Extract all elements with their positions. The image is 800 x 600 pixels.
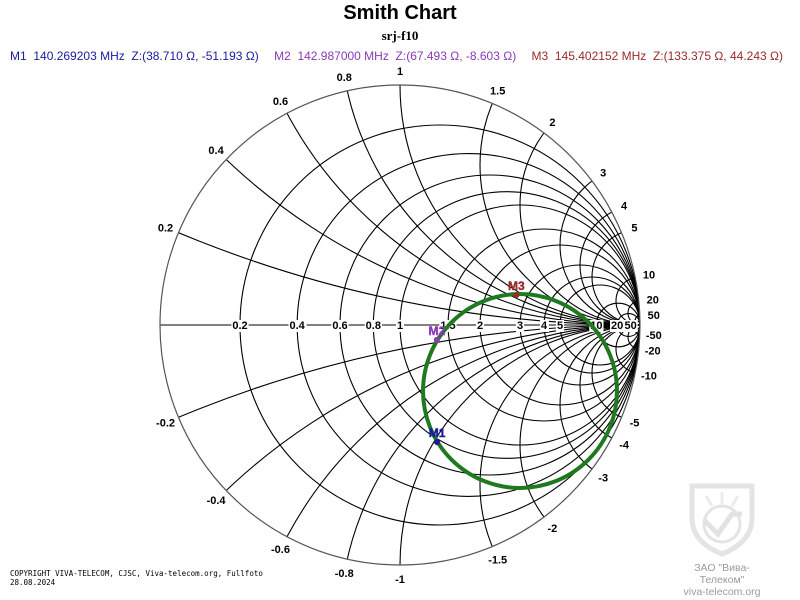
reactance-label: 0.8 — [337, 72, 352, 84]
reactance-label: 3 — [600, 168, 606, 180]
reactance-arc — [160, 85, 640, 326]
reactance-label: 5 — [631, 222, 637, 234]
viva-telecom-logo-icon — [689, 483, 755, 557]
reactance-labels: 0.20.40.60.811.52345102050-0.2-0.4-0.6-0… — [156, 66, 662, 586]
reactance-arc — [615, 276, 640, 326]
reactance-label: -10 — [641, 370, 657, 382]
real-axis-label: 0.6 — [332, 320, 347, 332]
real-axis-label: 0.4 — [289, 320, 305, 332]
impedance-trace-path — [421, 292, 619, 490]
marker-readouts: M1 140.269203 MHz Z:(38.710 Ω, -51.193 Ω… — [10, 49, 795, 63]
reactance-label: 50 — [648, 310, 660, 322]
marker-impedance: Z:(133.375 Ω, 44.243 Ω) — [652, 49, 783, 63]
marker-impedance: Z:(67.493 Ω, -8.603 Ω) — [395, 49, 517, 63]
reactance-arc — [399, 85, 640, 326]
reactance-label: -3 — [598, 472, 608, 484]
reactance-label: -2 — [548, 523, 558, 535]
real-axis-label: 1 — [397, 320, 403, 332]
marker-points: M1 M2 M3 — [428, 279, 525, 446]
marker-name: M2 — [274, 49, 291, 63]
reactance-label: 0.6 — [273, 96, 288, 108]
reactance-label: -0.4 — [207, 495, 227, 507]
real-axis-label: 3 — [517, 320, 523, 332]
reactance-arc — [339, 85, 640, 326]
reactance-label: 20 — [647, 295, 659, 307]
real-axis-label: 0.2 — [232, 320, 247, 332]
real-axis-label: 20 — [611, 320, 623, 332]
reactance-arc — [627, 300, 640, 326]
copyright-line-1: COPYRIGHT VIVA-TELECOM, CJSC, Viva-telec… — [10, 569, 263, 578]
marker-name: M1 — [10, 49, 27, 63]
reactance-arc — [519, 85, 640, 326]
reactance-label: -50 — [646, 330, 662, 342]
real-axis-label: 0.8 — [366, 320, 381, 332]
marker-point-m3[interactable] — [513, 292, 520, 299]
reactance-arc — [559, 324, 640, 486]
reactance-arc — [160, 85, 640, 326]
marker-label-m2: M2 — [428, 324, 445, 338]
marker-readout-m3: M3 145.402152 MHz Z:(133.375 Ω, 44.243 Ω… — [532, 49, 783, 63]
reactance-label: -0.6 — [271, 544, 290, 556]
chart-title: Smith Chart — [343, 2, 457, 24]
reactance-arc — [559, 164, 640, 326]
reactance-label: -5 — [630, 418, 640, 430]
reactance-label: -0.2 — [156, 418, 175, 430]
reactance-label: 1.5 — [490, 86, 505, 98]
marker-readout-m1: M1 140.269203 MHz Z:(38.710 Ω, -51.193 Ω… — [10, 49, 259, 63]
copyright-date: 28.08.2024 — [10, 578, 56, 587]
marker-label-m1: M1 — [429, 426, 446, 440]
watermark: ЗАО "Вива-Телеком" viva-telecom.org — [672, 478, 772, 598]
real-axis-label: 4 — [541, 320, 548, 332]
reactance-arc — [591, 228, 640, 326]
reactance-arc — [479, 324, 640, 565]
reactance-arc — [591, 324, 640, 422]
marker-frequency: 145.402152 MHz — [554, 49, 647, 63]
watermark-company: ЗАО "Вива-Телеком" — [694, 562, 750, 586]
marker-frequency: 142.987000 MHz — [297, 49, 389, 63]
marker-name: M3 — [531, 49, 549, 63]
reactance-label: 10 — [643, 270, 655, 282]
reactance-arc — [627, 324, 640, 350]
reactance-label: -20 — [645, 345, 661, 357]
marker-point-m2[interactable] — [433, 336, 440, 343]
marker-frequency: 140.269203 MHz — [33, 49, 125, 63]
marker-impedance: Z:(38.710 Ω, -51.193 Ω) — [131, 49, 259, 63]
reactance-label: 4 — [621, 200, 628, 212]
watermark-url: viva-telecom.org — [683, 586, 761, 598]
reactance-label: 2 — [549, 117, 555, 129]
impedance-trace — [421, 292, 619, 490]
reactance-label: -4 — [619, 440, 630, 452]
reactance-label: 1 — [397, 66, 403, 78]
copyright-notice: COPYRIGHT VIVA-TELECOM, CJSC, Viva-telec… — [10, 569, 263, 587]
reactance-label: 0.4 — [208, 145, 224, 157]
reactance-arc — [579, 204, 640, 326]
chart-subtitle: srj-f10 — [381, 28, 419, 43]
reactance-label: -1.5 — [488, 554, 507, 566]
real-axis-label: 5 — [557, 320, 563, 332]
reactance-arc — [479, 85, 640, 326]
reactance-arc — [579, 324, 640, 446]
reactance-arc — [519, 324, 640, 565]
marker-point-m1[interactable] — [434, 439, 441, 446]
reactance-label: -1 — [395, 574, 405, 586]
marker-readout-m2: M2 142.987000 MHz Z:(67.493 Ω, -8.603 Ω) — [274, 49, 516, 63]
reactance-label: -0.8 — [335, 568, 354, 580]
marker-label-m3: M3 — [508, 279, 525, 293]
reactance-arc — [615, 324, 640, 374]
real-axis-label: 50 — [624, 320, 636, 332]
reactance-label: 0.2 — [158, 222, 173, 234]
real-axis-label: 2 — [477, 320, 483, 332]
outer-circle — [159, 84, 641, 566]
